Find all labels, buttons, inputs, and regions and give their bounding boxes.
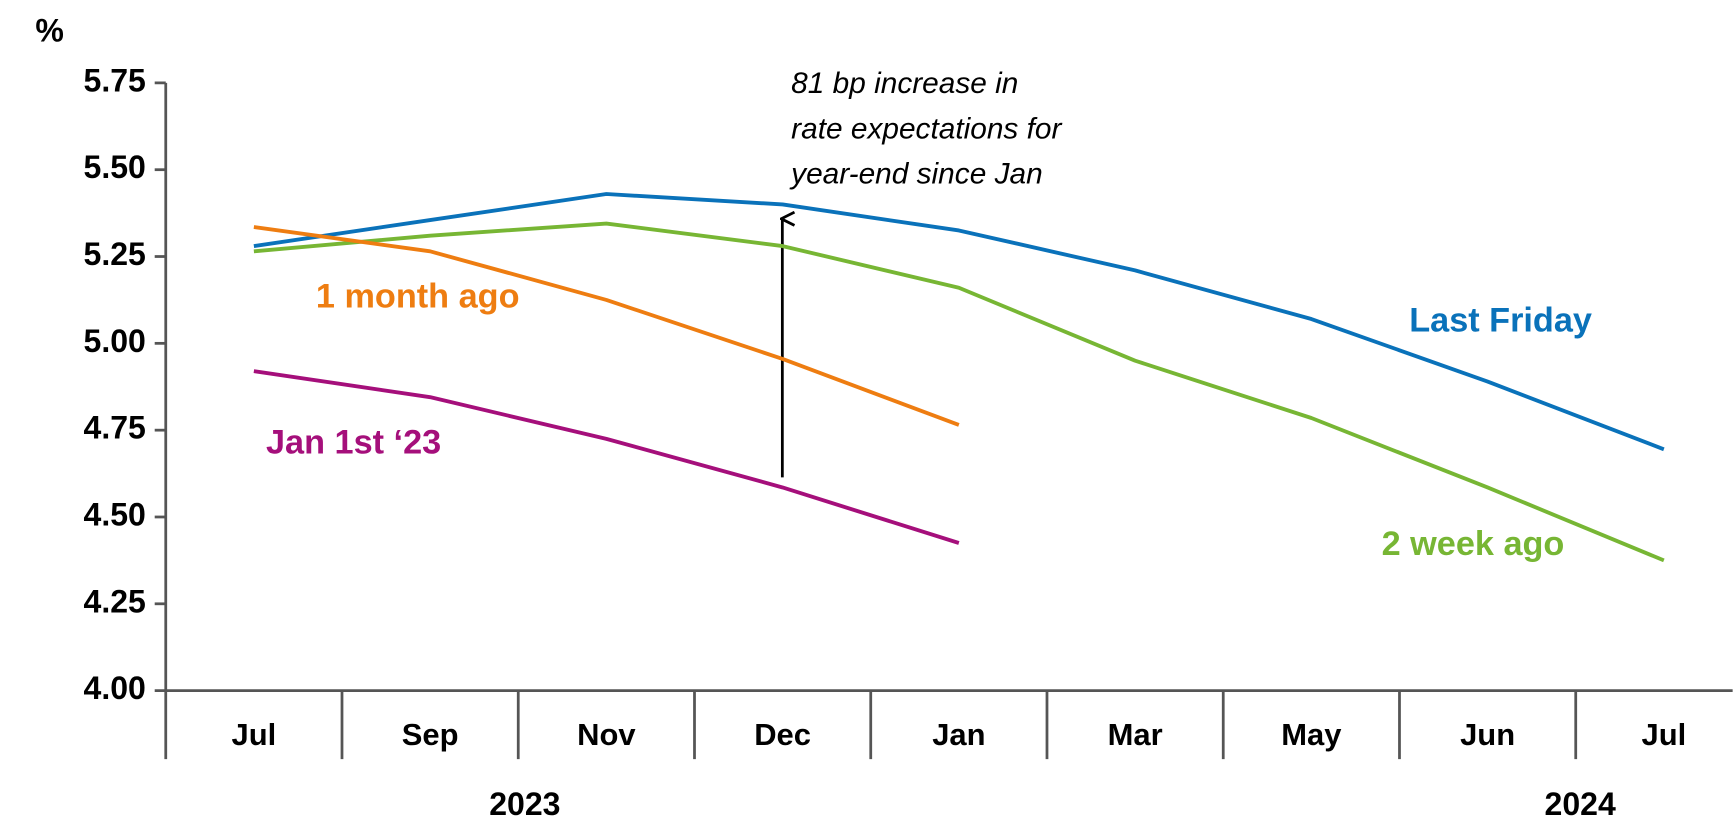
y-tick-label: 5.75 bbox=[84, 62, 146, 98]
annotation: 81 bp increase in bbox=[791, 67, 1018, 100]
x-tick-label: Jan bbox=[932, 717, 985, 752]
x-tick-label: Sep bbox=[402, 717, 459, 752]
series-line bbox=[253, 192, 1665, 452]
x-tick-label: May bbox=[1281, 717, 1342, 752]
x-tick-label: Jul bbox=[1642, 717, 1687, 752]
series-label: Last Friday bbox=[1409, 302, 1592, 340]
plot: % 4.00 4.25 4.50 4.75 5.00 5.25 5.50 5.75 Jul Sep… bbox=[35, 13, 1733, 822]
year-label: 2024 bbox=[1545, 786, 1616, 822]
y-tick-label: 5.25 bbox=[84, 236, 146, 272]
year-label: 2023 bbox=[489, 786, 560, 822]
series-label: 2 week ago bbox=[1382, 525, 1565, 563]
y-tick-label: 5.50 bbox=[84, 149, 146, 185]
series-line bbox=[253, 369, 960, 545]
x-tick-label: Mar bbox=[1108, 717, 1163, 752]
series-line bbox=[253, 225, 960, 427]
series-label: 1 month ago bbox=[316, 277, 520, 315]
annotation: year-end since Jan bbox=[789, 158, 1043, 191]
y-tick-label: 4.00 bbox=[84, 670, 146, 706]
x-tick-label: Nov bbox=[577, 717, 636, 752]
series-label: Jan 1st ‘23 bbox=[266, 423, 441, 461]
x-tick-label: Dec bbox=[754, 717, 811, 752]
y-tick-label: 4.75 bbox=[84, 410, 146, 446]
x-tick-label: Jul bbox=[232, 717, 277, 752]
series-line bbox=[253, 221, 1665, 563]
y-unit: % bbox=[35, 13, 63, 49]
y-tick-label: 4.25 bbox=[84, 583, 146, 619]
y-tick-label: 5.00 bbox=[84, 323, 146, 359]
x-tick-label: Jun bbox=[1460, 717, 1515, 752]
y-tick-label: 4.50 bbox=[84, 496, 146, 532]
annotation: rate expectations for bbox=[791, 112, 1062, 145]
